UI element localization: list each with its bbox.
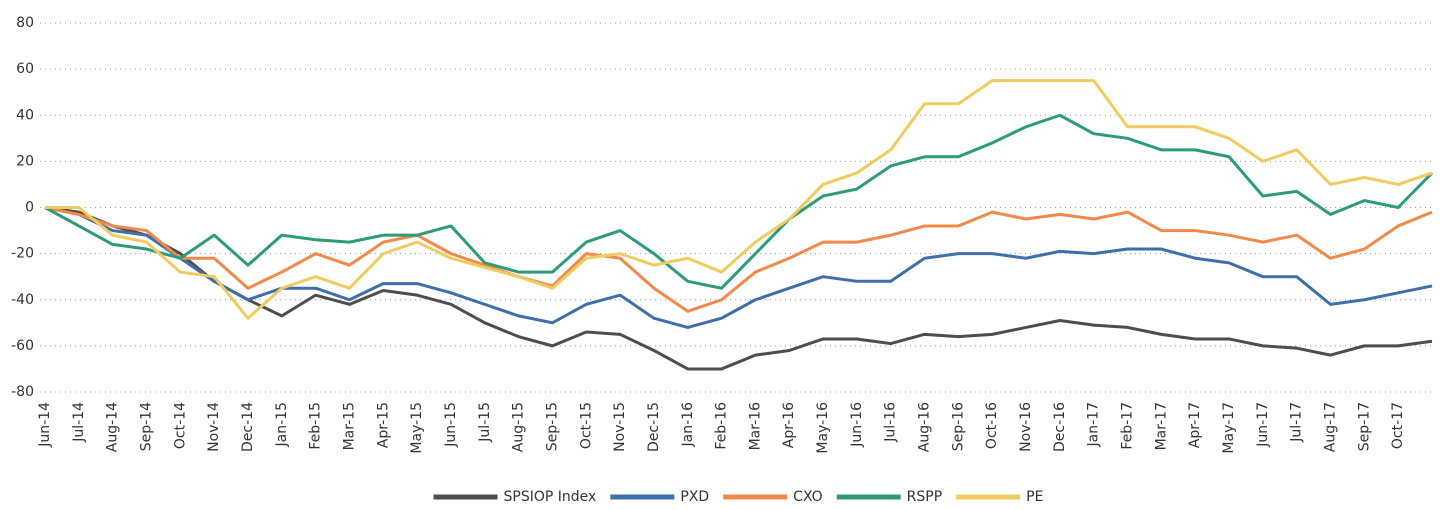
x-tick-label: Oct-17 (1390, 402, 1406, 449)
legend-label: RSPP (907, 489, 943, 505)
x-tick-label: Sep-15 (544, 402, 560, 451)
x-tick-label: Jan-17 (1086, 402, 1102, 447)
x-tick-label: Mar-17 (1153, 402, 1169, 450)
x-tick-label: Dec-14 (240, 402, 256, 452)
x-tick-label: Apr-15 (375, 402, 391, 448)
x-tick-label: Jul-15 (477, 402, 493, 443)
y-tick-label: 80 (16, 15, 34, 31)
x-tick-label: Feb-17 (1120, 402, 1136, 450)
x-tick-label: Mar-15 (341, 402, 357, 450)
x-tick-label: Jun-15 (443, 402, 459, 448)
x-tick-label: May-15 (409, 402, 425, 454)
x-tick-label: Apr-16 (781, 402, 797, 448)
x-tick-label: Aug-14 (105, 402, 121, 452)
series-line (44, 113, 1434, 290)
x-tick-label: Oct-14 (172, 402, 188, 449)
y-tick-label: 0 (25, 200, 34, 216)
x-tick-label: Sep-14 (138, 402, 154, 451)
y-tick-label: -60 (11, 338, 34, 354)
series-line (44, 206, 1433, 313)
y-tick-label: -20 (11, 246, 34, 262)
series-line (44, 206, 1433, 371)
x-tick-label: Feb-16 (714, 402, 730, 450)
x-tick-label: Jun-16 (849, 402, 865, 448)
x-tick-label: Nov-14 (206, 402, 222, 452)
x-tick-label: Aug-15 (511, 402, 527, 452)
x-tick-label: Jul-14 (71, 402, 87, 443)
series-line (45, 79, 1433, 320)
y-tick-label: -40 (11, 292, 34, 308)
x-tick-label: Oct-15 (578, 402, 594, 449)
series-line (44, 206, 1433, 329)
x-tick-label: Nov-15 (612, 402, 628, 452)
x-tick-label: Jan-16 (680, 402, 696, 448)
x-tick-label: Jan-15 (274, 402, 290, 447)
x-tick-label: Sep-17 (1356, 402, 1372, 451)
legend-label: PXD (680, 489, 709, 505)
y-tick-label: 20 (16, 153, 34, 169)
x-tick-label: Dec-16 (1052, 402, 1068, 452)
x-tick-label: Jun-17 (1255, 402, 1271, 448)
x-tick-label: May-17 (1221, 402, 1237, 454)
x-tick-label: Dec-15 (646, 402, 662, 452)
y-tick-label: 40 (16, 107, 34, 123)
x-tick-label: Jun-14 (37, 402, 53, 448)
x-tick-label: Nov-16 (1018, 402, 1034, 452)
x-tick-label: Apr-17 (1187, 402, 1203, 448)
x-tick-label: Mar-16 (747, 402, 763, 450)
legend-label: SPSIOP Index (504, 489, 597, 505)
x-tick-label: Aug-16 (917, 402, 933, 452)
y-tick-label: -80 (11, 384, 34, 400)
x-tick-label: Aug-17 (1323, 402, 1339, 452)
y-tick-label: 60 (16, 61, 34, 77)
legend-label: CXO (793, 489, 823, 505)
x-tick-label: Oct-16 (984, 402, 1000, 449)
x-tick-label: May-16 (815, 402, 831, 454)
x-tick-label: Sep-16 (950, 402, 966, 451)
x-tick-label: Jul-17 (1289, 402, 1305, 443)
x-tick-label: Feb-15 (308, 402, 324, 450)
x-tick-label: Jul-16 (883, 402, 899, 443)
legend-label: PE (1026, 489, 1043, 505)
